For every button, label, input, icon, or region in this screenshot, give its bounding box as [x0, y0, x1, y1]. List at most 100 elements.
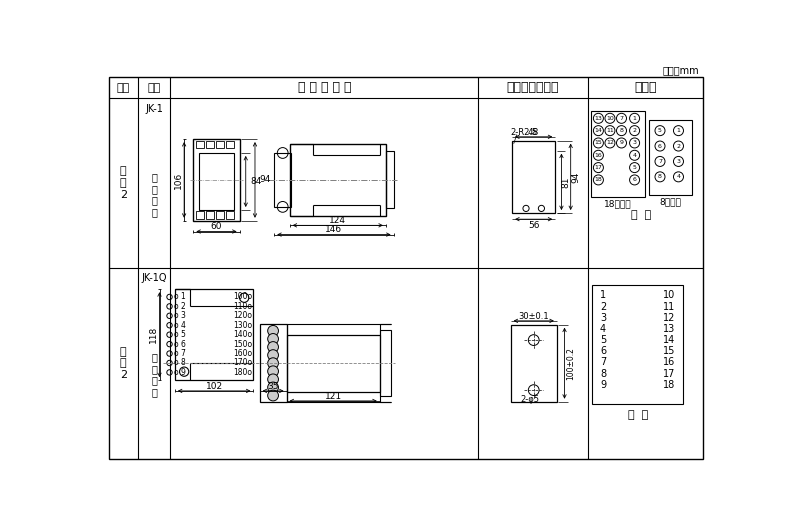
Text: 81: 81 [562, 177, 570, 188]
Text: 6: 6 [658, 144, 662, 148]
Text: 150o: 150o [233, 340, 252, 348]
Text: 84: 84 [250, 177, 261, 186]
Text: 3: 3 [600, 313, 606, 323]
Text: 板
后
接
线: 板 后 接 线 [151, 172, 157, 217]
Text: 110o: 110o [233, 302, 252, 311]
Circle shape [268, 366, 279, 377]
Text: 8: 8 [600, 368, 606, 378]
Text: o 4: o 4 [174, 321, 186, 330]
Bar [592, 285, 683, 404]
Bar [290, 144, 386, 216]
Circle shape [268, 342, 279, 353]
Text: 8: 8 [619, 128, 623, 133]
Text: 170o: 170o [233, 358, 252, 367]
Text: 2: 2 [676, 144, 680, 148]
Text: 11: 11 [606, 128, 614, 133]
Text: 结构: 结构 [147, 82, 161, 93]
Text: 13: 13 [663, 324, 676, 334]
Text: 10: 10 [606, 116, 614, 121]
Bar [511, 325, 557, 402]
Bar [379, 330, 391, 396]
Text: 9: 9 [600, 380, 606, 390]
Text: 附
图
2: 附 图 2 [120, 346, 127, 380]
Text: 15: 15 [595, 140, 602, 146]
Text: o 9: o 9 [174, 368, 186, 377]
Text: 4: 4 [676, 174, 680, 179]
Text: 16: 16 [595, 153, 602, 158]
Text: o 3: o 3 [174, 311, 186, 320]
Circle shape [268, 382, 279, 393]
Bar [207, 212, 214, 219]
Text: 48: 48 [528, 128, 539, 137]
Text: 118: 118 [149, 326, 158, 343]
Text: o 1: o 1 [174, 292, 186, 301]
Text: 30±0.1: 30±0.1 [519, 312, 549, 321]
Text: 9: 9 [619, 140, 623, 146]
Text: 7: 7 [619, 116, 623, 121]
Text: 14: 14 [595, 128, 603, 133]
Bar [207, 140, 214, 148]
Text: 94: 94 [260, 176, 271, 184]
Text: o 8: o 8 [174, 358, 186, 367]
Text: JK-1Q: JK-1Q [141, 274, 167, 283]
Text: JK-1: JK-1 [145, 104, 163, 114]
Bar [196, 140, 204, 148]
Bar [175, 289, 253, 380]
Text: 6: 6 [600, 346, 606, 356]
Bar [193, 139, 239, 221]
Text: 12: 12 [606, 140, 614, 146]
Text: 8点端子: 8点端子 [660, 198, 681, 207]
Circle shape [268, 350, 279, 361]
Text: 外 形 尺 寸 图: 外 形 尺 寸 图 [298, 81, 351, 94]
Text: 1: 1 [600, 290, 606, 300]
Text: 35: 35 [268, 382, 279, 391]
Text: 1: 1 [676, 128, 680, 133]
Text: 160o: 160o [233, 349, 252, 358]
Text: 56: 56 [528, 221, 539, 230]
Text: 1: 1 [633, 116, 637, 121]
Text: 6: 6 [633, 178, 637, 182]
Text: 60: 60 [211, 222, 223, 232]
Text: 4: 4 [633, 153, 637, 158]
Text: 100±0.2: 100±0.2 [566, 347, 575, 379]
Text: 18: 18 [595, 178, 602, 182]
Text: 17: 17 [663, 368, 676, 378]
Text: 5: 5 [658, 128, 662, 133]
Text: 2: 2 [600, 302, 606, 312]
Text: 102: 102 [206, 382, 223, 391]
Text: 14: 14 [663, 335, 676, 345]
Text: 13: 13 [595, 116, 603, 121]
Text: 图号: 图号 [116, 82, 130, 93]
Text: 124: 124 [329, 216, 346, 225]
Bar [216, 212, 224, 219]
Text: 10: 10 [663, 290, 676, 300]
Text: 130o: 130o [233, 321, 252, 330]
Text: 板
前
接
线: 板 前 接 线 [151, 352, 157, 397]
Bar [591, 111, 645, 197]
Bar [196, 212, 204, 219]
Text: 5: 5 [600, 335, 606, 345]
Text: 2: 2 [633, 128, 637, 133]
Text: 140o: 140o [233, 330, 252, 339]
Text: 正  视: 正 视 [627, 410, 648, 420]
Text: 2-φ5: 2-φ5 [520, 395, 539, 404]
Text: 7: 7 [658, 159, 662, 164]
Text: 180o: 180o [233, 368, 252, 377]
Text: 11: 11 [663, 302, 676, 312]
Circle shape [268, 325, 279, 336]
Bar [227, 212, 234, 219]
Text: 121: 121 [325, 392, 341, 401]
Text: 2-R2.5: 2-R2.5 [511, 128, 538, 137]
Text: 单位：mm: 单位：mm [663, 66, 699, 75]
Text: 背  视: 背 视 [631, 210, 651, 220]
Bar [216, 140, 224, 148]
Text: 146: 146 [326, 225, 342, 234]
Text: 3: 3 [633, 140, 637, 146]
Text: 17: 17 [595, 165, 603, 170]
Bar [512, 140, 555, 213]
Text: 15: 15 [663, 346, 676, 356]
Text: 7: 7 [600, 357, 606, 367]
Text: o 6: o 6 [174, 340, 186, 348]
Bar [199, 153, 234, 210]
Bar [386, 151, 394, 209]
